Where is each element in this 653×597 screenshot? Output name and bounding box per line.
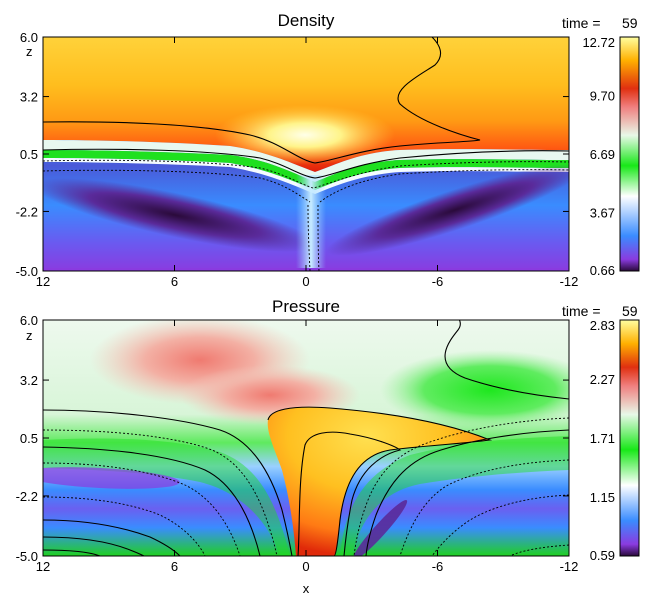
density-x-tick-label: 0 bbox=[302, 274, 309, 289]
pressure-x-tick-label: -6 bbox=[432, 559, 444, 574]
density-colorbar-label: 6.69 bbox=[590, 147, 615, 162]
density-colorbar-ticks: 12.72 9.70 6.69 3.67 0.66 bbox=[582, 35, 615, 278]
density-y-tick-label: 0.5 bbox=[20, 147, 38, 162]
pressure-time-label: time = bbox=[562, 303, 601, 319]
density-title: Density bbox=[278, 11, 335, 30]
density-y-tick-label: -2.2 bbox=[16, 204, 38, 219]
density-x-tick-label: -12 bbox=[560, 274, 579, 289]
density-colorbar-label: 3.67 bbox=[590, 206, 615, 221]
pressure-colorbar-label: 1.71 bbox=[590, 431, 615, 446]
density-x-tick-label: 12 bbox=[36, 274, 50, 289]
pressure-colorbar: time = 59 2.83 2.27 1.71 1.15 0.59 bbox=[562, 303, 640, 563]
density-heatmap bbox=[43, 37, 569, 271]
density-x-axis: 12 6 0 -6 -12 bbox=[36, 37, 579, 289]
pressure-title: Pressure bbox=[272, 297, 340, 316]
density-colorbar-label: 0.66 bbox=[590, 263, 615, 278]
density-x-tick-label: -6 bbox=[432, 274, 444, 289]
pressure-colorbar-scale bbox=[619, 319, 640, 557]
density-colorbar-label: 9.70 bbox=[590, 89, 615, 104]
density-colorbar-label: 12.72 bbox=[582, 35, 615, 50]
pressure-time-value: 59 bbox=[622, 303, 638, 319]
density-y-tick-label: 3.2 bbox=[20, 90, 38, 105]
pressure-y-tick-label: 6.0 bbox=[20, 313, 38, 328]
density-time-value: 59 bbox=[622, 15, 638, 31]
pressure-x-axis: 12 6 0 -6 -12 bbox=[36, 320, 579, 574]
pressure-colorbar-label: 0.59 bbox=[590, 548, 615, 563]
density-y-tick-label: -5.0 bbox=[16, 264, 38, 279]
pressure-y-tick-label: 0.5 bbox=[20, 431, 38, 446]
pressure-colorbar-ticks: 2.83 2.27 1.71 1.15 0.59 bbox=[590, 318, 615, 563]
pressure-y-tick-label: -2.2 bbox=[16, 489, 38, 504]
density-y-axis: 6.0 3.2 0.5 -2.2 -5.0 bbox=[16, 30, 569, 279]
pressure-y-tick-label: -5.0 bbox=[16, 549, 38, 564]
pressure-heatmap bbox=[43, 320, 569, 556]
density-ylabel: z bbox=[26, 44, 33, 59]
pressure-x-tick-label: 6 bbox=[171, 559, 178, 574]
pressure-x-tick-label: 0 bbox=[302, 559, 309, 574]
pressure-ylabel: z bbox=[26, 328, 33, 343]
pressure-x-tick-label: 12 bbox=[36, 559, 50, 574]
pressure-colorbar-label: 1.15 bbox=[590, 490, 615, 505]
density-colorbar-scale bbox=[619, 36, 640, 272]
density-colorbar: time = 59 12.72 9.70 6.69 3.67 0.66 bbox=[562, 15, 640, 278]
pressure-x-tick-label: -12 bbox=[560, 559, 579, 574]
density-time-label: time = bbox=[562, 15, 601, 31]
pressure-panel: Pressure z x 6.0 3.2 0.5 -2.2 -5.0 12 6 0 -6 -12… bbox=[16, 297, 640, 596]
pressure-y-axis: 6.0 3.2 0.5 -2.2 -5.0 bbox=[16, 313, 569, 564]
pressure-xlabel: x bbox=[303, 581, 310, 596]
pressure-y-tick-label: 3.2 bbox=[20, 373, 38, 388]
density-y-tick-label: 6.0 bbox=[20, 30, 38, 45]
density-panel: Density z 6.0 3.2 0.5 -2.2 -5.0 12 6 0 -6 -12 ti… bbox=[16, 11, 640, 289]
density-x-tick-label: 6 bbox=[171, 274, 178, 289]
pressure-colorbar-label: 2.83 bbox=[590, 318, 615, 333]
pressure-colorbar-label: 2.27 bbox=[590, 372, 615, 387]
